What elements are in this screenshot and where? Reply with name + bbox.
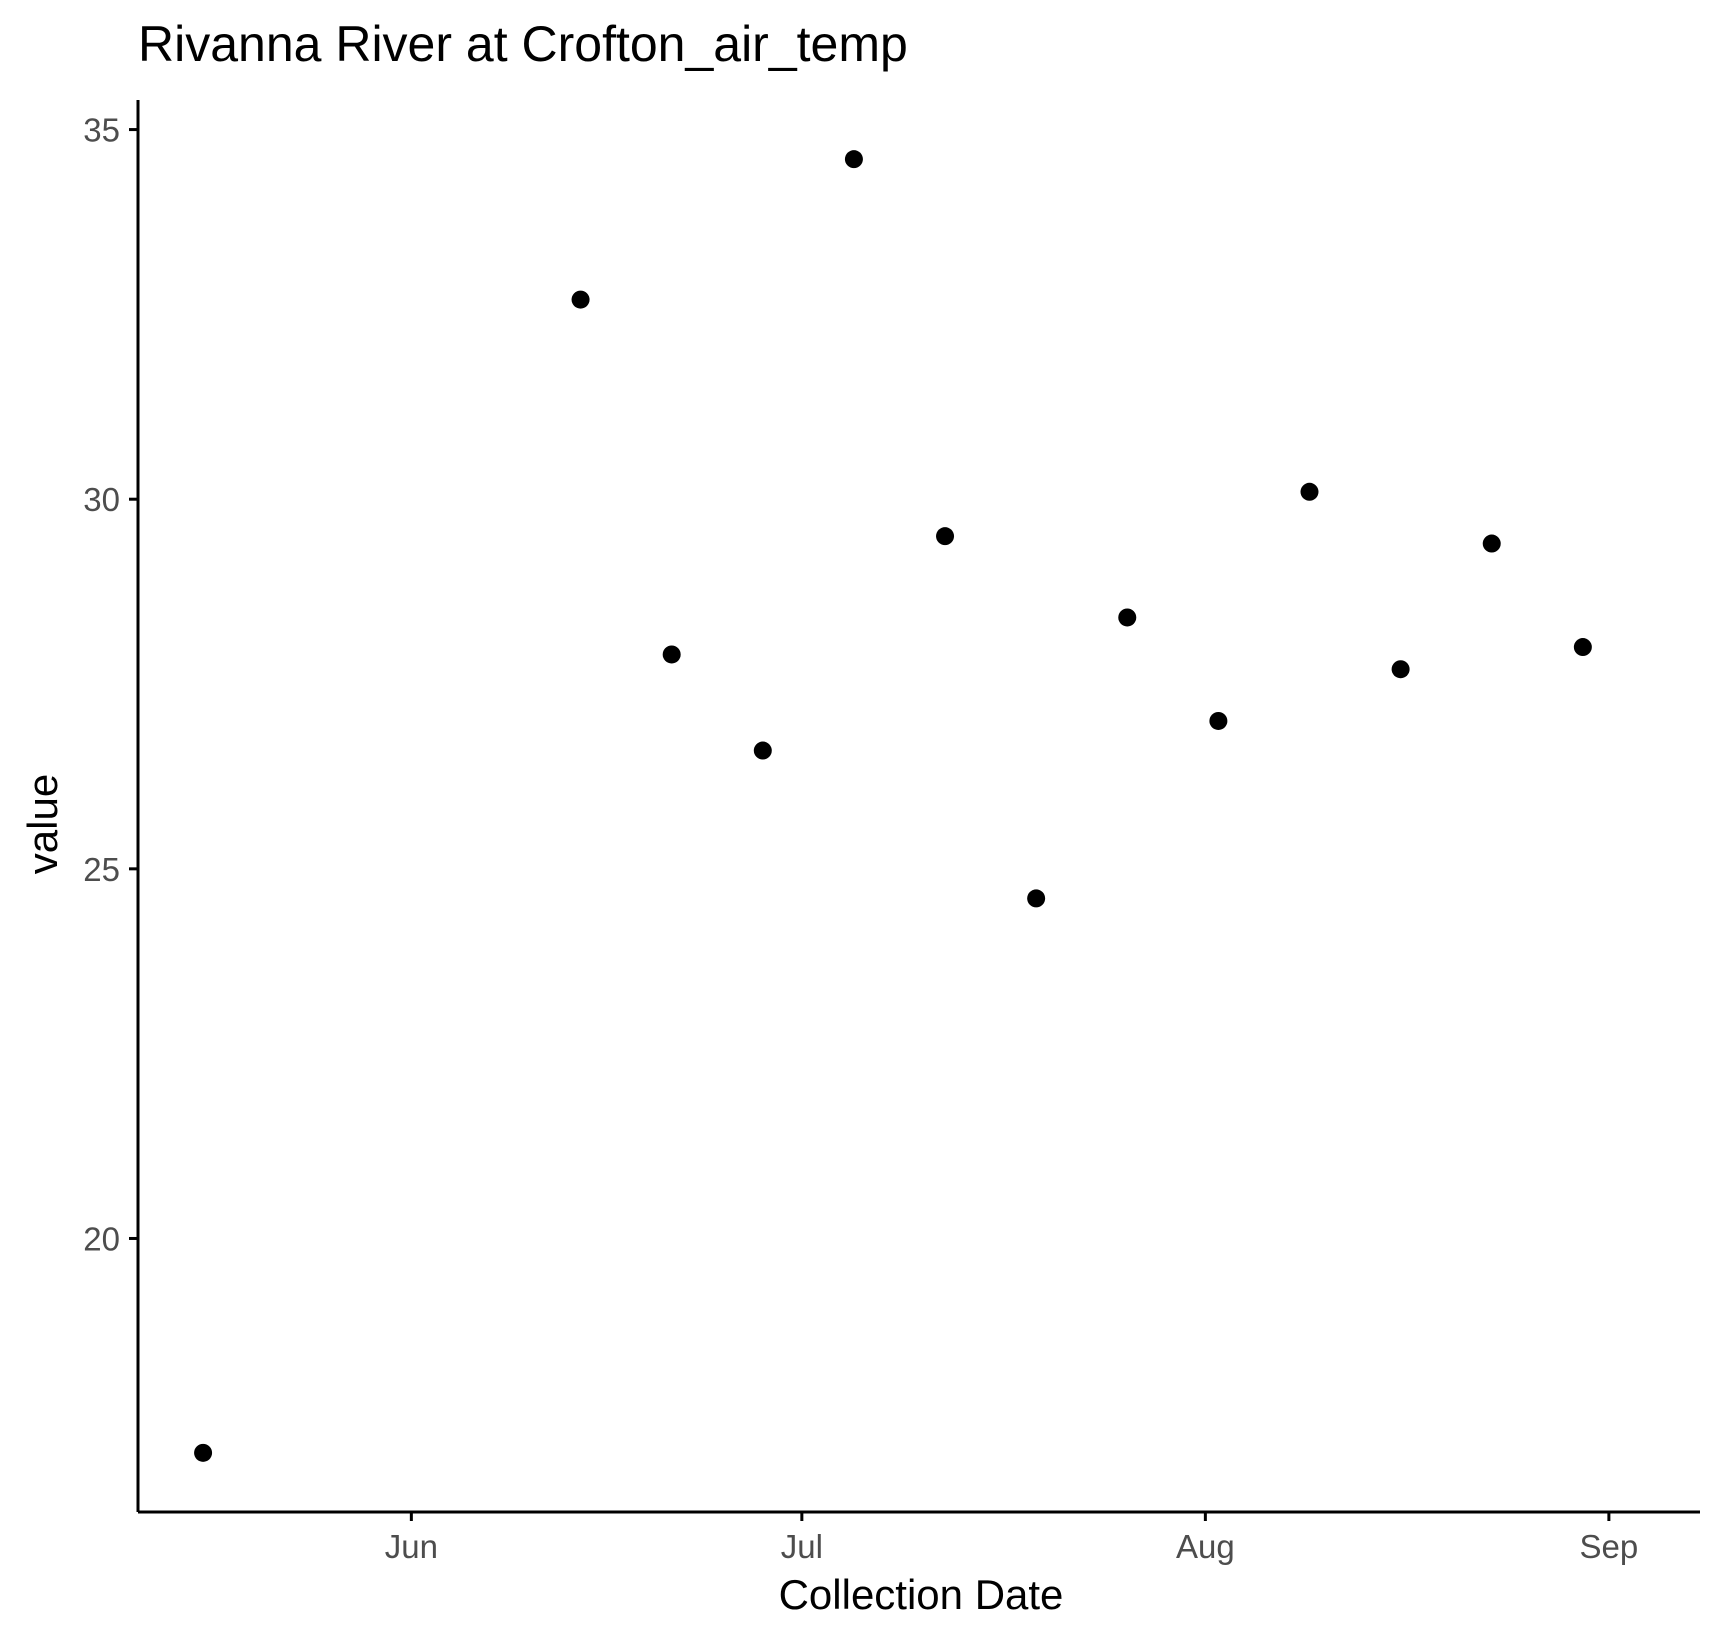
- y-tick-label: 35: [83, 112, 120, 149]
- data-point: [1027, 889, 1046, 908]
- y-tick-label: 30: [83, 481, 120, 518]
- data-point: [1391, 660, 1410, 679]
- data-point: [1482, 534, 1501, 553]
- points-layer: [194, 150, 1592, 1462]
- x-tick-label: Aug: [1176, 1528, 1235, 1565]
- y-tick-label: 25: [83, 851, 120, 888]
- y-tick-label: 20: [83, 1220, 120, 1257]
- data-point: [753, 741, 772, 760]
- data-point: [1209, 711, 1228, 730]
- data-point: [1118, 608, 1137, 627]
- y-axis-title: value: [19, 774, 66, 874]
- axes-layer: 20 25 30 35 Jun Jul Aug Sep: [83, 100, 1700, 1565]
- data-point: [571, 290, 590, 309]
- data-point: [194, 1443, 213, 1462]
- x-tick-label: Jul: [781, 1528, 823, 1565]
- data-point: [844, 150, 863, 169]
- data-point: [1573, 638, 1592, 657]
- x-tick-label: Jun: [385, 1528, 438, 1565]
- x-tick-label: Sep: [1580, 1528, 1639, 1565]
- chart-title: Rivanna River at Crofton_air_temp: [138, 16, 908, 72]
- data-point: [662, 645, 681, 664]
- data-point: [936, 527, 955, 546]
- x-axis-title: Collection Date: [779, 1571, 1064, 1618]
- data-point: [1300, 482, 1319, 501]
